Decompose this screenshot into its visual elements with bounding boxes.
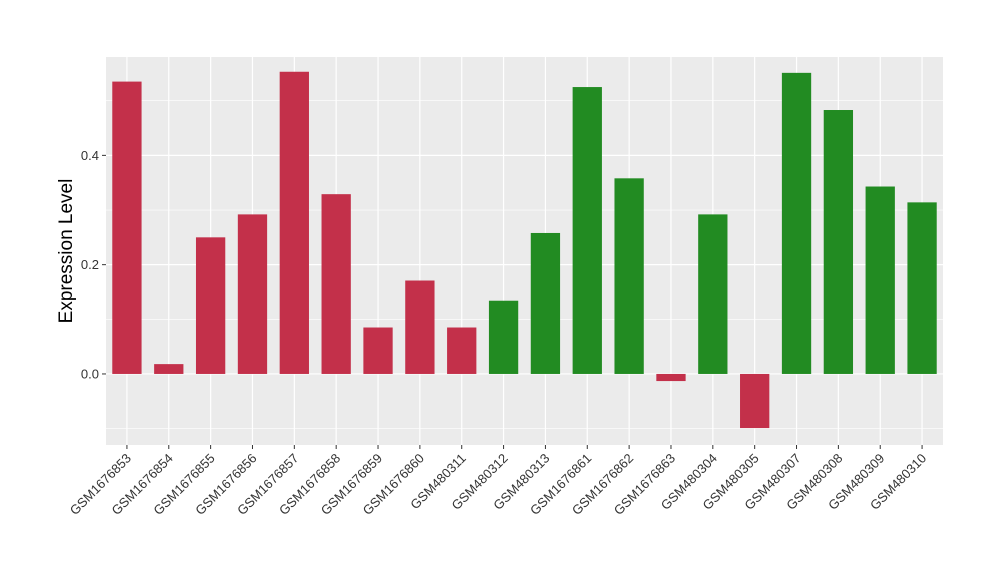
bar-gsm1676859	[363, 327, 393, 374]
bar-gsm480307	[781, 72, 812, 374]
x-axis: GSM1676853GSM1676854GSM1676855GSM1676856…	[67, 445, 929, 518]
bar-gsm480309	[865, 186, 895, 374]
bars	[112, 71, 937, 429]
bar-gsm480312	[488, 300, 519, 374]
bar-gsm480308	[823, 110, 854, 374]
bar-gsm1676854	[154, 364, 184, 374]
bar-gsm1676858	[321, 194, 351, 374]
y-axis-title: Expression Level	[56, 179, 77, 324]
bar-gsm480313	[530, 232, 561, 374]
bar-gsm480310	[907, 202, 937, 374]
y-axis: 0.0 0.2 0.4	[81, 148, 106, 381]
bar-gsm1676855	[195, 237, 226, 374]
bar-gsm1676861	[572, 87, 602, 374]
y-tick-label: 0.0	[81, 366, 99, 381]
bar-gsm1676857	[279, 71, 309, 374]
bar-gsm480305	[740, 373, 770, 429]
y-tick-label: 0.2	[81, 257, 99, 272]
plot-panel	[106, 57, 943, 445]
bar-gsm1676856	[237, 214, 268, 374]
bar-gsm1676863	[656, 373, 686, 382]
y-tick-label: 0.4	[81, 148, 99, 163]
bar-gsm1676862	[614, 178, 644, 374]
bar-gsm1676860	[405, 280, 435, 374]
bar-gsm1676853	[112, 81, 142, 374]
bar-gsm480304	[698, 214, 728, 374]
bar-gsm480311	[447, 327, 477, 374]
